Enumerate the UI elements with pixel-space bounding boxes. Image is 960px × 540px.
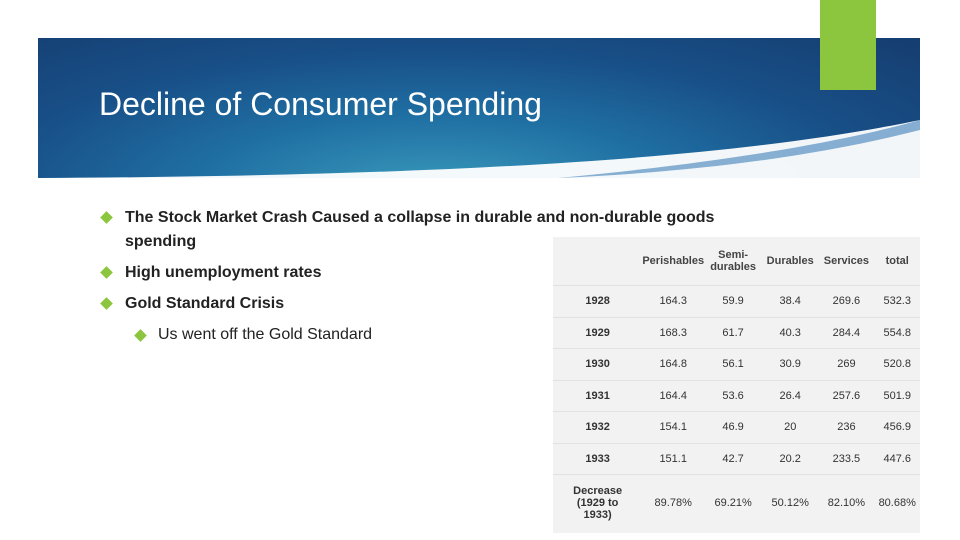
table-cell: 257.6 bbox=[818, 379, 875, 412]
table-cell: 69.21% bbox=[704, 474, 763, 531]
table-panel: Perishables Semi-durables Durables Services… bbox=[553, 237, 920, 533]
table-row: 1930 164.8 56.1 30.9 269 520.8 bbox=[553, 348, 920, 380]
table-cell: 164.4 bbox=[642, 379, 705, 412]
spending-table: Perishables Semi-durables Durables Services… bbox=[553, 237, 920, 531]
row-label: 1929 bbox=[553, 316, 643, 349]
bullet-icon bbox=[134, 329, 147, 342]
table-cell: 38.4 bbox=[762, 285, 819, 317]
bullet-icon bbox=[100, 297, 113, 310]
row-label: 1931 bbox=[553, 379, 643, 412]
table-row: 1932 154.1 46.9 20 236 456.9 bbox=[553, 411, 920, 443]
table-cell: 56.1 bbox=[704, 348, 763, 380]
bullet-text: The Stock Market Crash Caused a collapse… bbox=[125, 209, 715, 250]
table-cell: 50.12% bbox=[762, 474, 819, 531]
table-cell: 236 bbox=[818, 411, 875, 443]
row-label: 1933 bbox=[553, 442, 643, 475]
table-cell: 269 bbox=[818, 348, 875, 380]
banner-swoosh bbox=[38, 120, 920, 178]
header-cell: Services bbox=[823, 255, 870, 267]
table-cell: 61.7 bbox=[704, 316, 763, 349]
table-cell: 456.9 bbox=[874, 411, 920, 443]
bullet-icon bbox=[100, 211, 113, 224]
table-cell: 154.1 bbox=[642, 411, 705, 443]
table-cell: 520.8 bbox=[874, 348, 920, 380]
table-row: Decrease (1929 to 1933) 89.78% 69.21% 50.12… bbox=[553, 474, 920, 531]
header-cell: total bbox=[885, 255, 909, 267]
bullet-text: High unemployment rates bbox=[125, 264, 322, 281]
header-cell bbox=[553, 237, 642, 286]
table-row: 1929 168.3 61.7 40.3 284.4 554.8 bbox=[553, 316, 920, 349]
header-cell: Semi-durables bbox=[710, 249, 757, 273]
row-label: 1932 bbox=[553, 411, 643, 443]
table-cell: 269.6 bbox=[818, 285, 875, 317]
header-cell: Durables bbox=[766, 255, 814, 267]
table-cell: 20.2 bbox=[762, 442, 819, 475]
bullet-icon bbox=[100, 266, 113, 279]
table-cell: 151.1 bbox=[642, 442, 705, 475]
table-cell: 42.7 bbox=[704, 442, 763, 475]
table-cell: 80.68% bbox=[874, 474, 920, 531]
table-cell: 82.10% bbox=[818, 474, 875, 531]
row-label: 1928 bbox=[553, 285, 643, 317]
table-row: 1928 164.3 59.9 38.4 269.6 532.3 bbox=[553, 285, 920, 317]
table-cell: 164.8 bbox=[642, 348, 705, 380]
table-cell: 30.9 bbox=[762, 348, 819, 380]
table-cell: 59.9 bbox=[704, 285, 763, 317]
table-cell: 233.5 bbox=[818, 442, 875, 475]
table-cell: 554.8 bbox=[874, 316, 920, 349]
table-cell: 164.3 bbox=[642, 285, 705, 317]
row-label: Decrease (1929 to 1933) bbox=[553, 474, 643, 531]
slide-title: Decline of Consumer Spending bbox=[99, 86, 542, 122]
table-cell: 532.3 bbox=[874, 285, 920, 317]
table-cell: 46.9 bbox=[704, 411, 763, 443]
header-cell: Perishables bbox=[642, 255, 705, 267]
table-cell: 89.78% bbox=[642, 474, 705, 531]
sub-bullet-text: Us went off the Gold Standard bbox=[158, 326, 373, 343]
table-cell: 501.9 bbox=[874, 379, 920, 412]
header-row: Perishables Semi-durables Durables Services… bbox=[553, 237, 920, 286]
table-cell: 284.4 bbox=[818, 316, 875, 349]
table-cell: 20 bbox=[762, 411, 819, 443]
table-row: 1931 164.4 53.6 26.4 257.6 501.9 bbox=[553, 379, 920, 412]
table-cell: 53.6 bbox=[704, 379, 763, 412]
accent-block bbox=[820, 0, 876, 90]
table-cell: 26.4 bbox=[762, 379, 819, 412]
bullet-text: Gold Standard Crisis bbox=[125, 295, 285, 312]
table-row: 1933 151.1 42.7 20.2 233.5 447.6 bbox=[553, 442, 920, 475]
table-cell: 447.6 bbox=[874, 442, 920, 475]
table-cell: 168.3 bbox=[642, 316, 705, 349]
table-cell: 40.3 bbox=[762, 316, 819, 349]
row-label: 1930 bbox=[553, 348, 643, 380]
